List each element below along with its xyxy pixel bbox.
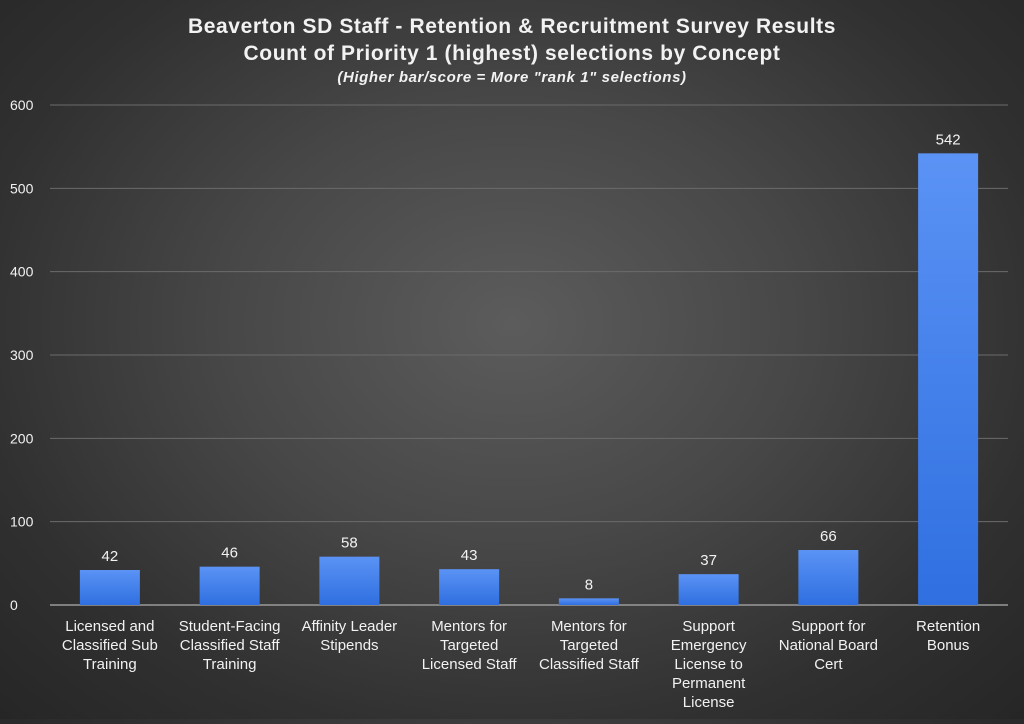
data-label: 542 — [936, 131, 961, 148]
data-label: 37 — [700, 552, 717, 569]
x-tick-label: Mentors for Targeted Licensed Staff — [422, 618, 518, 673]
x-tick-label: Support Emergency License to Permanent Licen… — [671, 618, 747, 711]
chart-title: Beaverton SD Staff - Retention & Recruit… — [188, 15, 836, 38]
y-tick-label: 300 — [10, 347, 34, 363]
data-label: 46 — [221, 545, 238, 562]
x-axis-ticks: Licensed and Classified Sub Training Studen… — [62, 618, 980, 711]
bar — [918, 153, 979, 606]
bar — [79, 570, 140, 605]
data-labels: 42 46 58 43 8 37 66 542 — [102, 131, 961, 593]
x-tick-label: Mentors for Targeted Classified Staff — [539, 618, 640, 673]
chart-subtitle: Count of Priority 1 (highest) selections… — [244, 42, 781, 65]
data-label: 8 — [585, 576, 593, 593]
bar — [558, 598, 619, 605]
y-tick-label: 200 — [10, 430, 34, 446]
x-tick-label: Affinity Leader Stipends — [302, 618, 398, 654]
bar — [439, 569, 500, 605]
gridlines — [50, 104, 1008, 606]
y-tick-label: 600 — [10, 97, 34, 113]
y-tick-label: 500 — [10, 180, 34, 196]
y-axis-ticks: 0 100 200 300 400 500 600 — [10, 97, 34, 613]
bar — [199, 566, 260, 605]
x-tick-label: Licensed and Classified Sub Training — [62, 618, 158, 673]
bar — [678, 574, 739, 605]
data-label: 58 — [341, 535, 358, 552]
bar — [798, 550, 859, 605]
x-tick-label: Student-Facing Classified Staff Training — [179, 618, 281, 673]
y-tick-label: 0 — [10, 597, 18, 613]
chart-note: (Higher bar/score = More "rank 1" select… — [337, 69, 686, 86]
bars — [79, 153, 979, 606]
data-label: 43 — [461, 547, 478, 564]
data-label: 66 — [820, 528, 837, 545]
y-tick-label: 100 — [10, 514, 34, 530]
x-tick-label: Support for National Board Cert — [779, 618, 878, 673]
data-label: 42 — [102, 548, 119, 565]
bar — [319, 556, 380, 605]
x-tick-label: Retention Bonus — [916, 618, 980, 654]
y-tick-label: 400 — [10, 264, 34, 280]
